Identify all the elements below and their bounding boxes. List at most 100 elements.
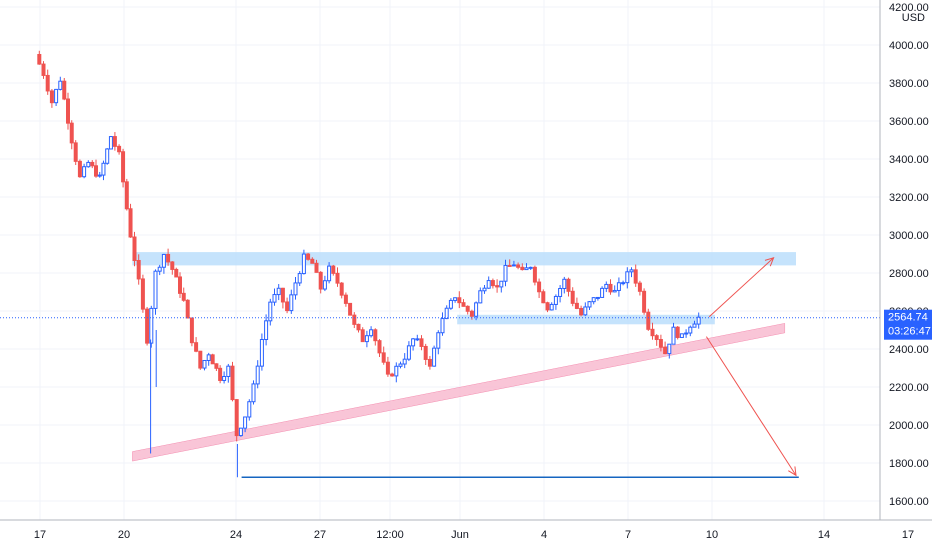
candle — [642, 288, 647, 315]
candle — [465, 305, 470, 315]
time-tick-label: 7 — [625, 529, 631, 541]
candle — [210, 353, 215, 365]
candle — [612, 285, 617, 293]
candle — [153, 269, 158, 315]
candle — [608, 279, 613, 295]
candle — [402, 353, 407, 369]
candle — [650, 322, 655, 340]
candle — [189, 317, 194, 347]
candle — [696, 312, 701, 329]
candle — [128, 203, 133, 238]
countdown-label: 03:26:47 — [888, 326, 931, 338]
candle — [49, 89, 54, 108]
candle — [97, 171, 102, 178]
candle — [667, 343, 672, 359]
price-tick-label: 2200.00 — [889, 382, 929, 394]
candle — [214, 363, 219, 372]
candle — [339, 282, 344, 299]
candle — [166, 248, 171, 266]
candle — [301, 249, 306, 275]
candle — [77, 159, 82, 178]
candle — [663, 341, 668, 355]
candle — [251, 380, 256, 405]
candle — [558, 285, 563, 303]
rising-trendline-band[interactable] — [132, 323, 786, 462]
candle — [553, 294, 558, 310]
candle — [243, 416, 248, 433]
candle — [194, 337, 199, 353]
time-axis-ticks[interactable]: 17 20 24 27 12:00 Jun 4 7 10 14 17 — [34, 529, 914, 541]
last-price-tag: 2564.74 03:26:47 — [884, 309, 932, 340]
candle — [406, 341, 411, 362]
bull-arrow[interactable] — [708, 257, 775, 318]
candle — [37, 50, 42, 65]
candle — [679, 333, 684, 338]
candle — [318, 271, 323, 294]
candle — [121, 148, 126, 188]
annotation-arrows — [705, 257, 797, 477]
candle — [511, 260, 516, 267]
candle — [574, 297, 579, 310]
candle — [94, 159, 98, 178]
candle — [293, 277, 298, 300]
candle — [108, 135, 113, 150]
candle — [415, 334, 420, 342]
candle — [62, 77, 67, 101]
annotation-zones — [132, 252, 799, 478]
candle — [45, 69, 50, 95]
candle — [541, 289, 546, 304]
candle — [478, 287, 483, 304]
candle — [255, 360, 260, 389]
candle — [185, 299, 190, 319]
price-tick-label: 1600.00 — [889, 496, 929, 508]
candle — [423, 343, 428, 365]
candle — [486, 276, 491, 289]
time-tick-label: 10 — [706, 529, 718, 541]
candle — [390, 372, 395, 377]
candle — [654, 334, 659, 346]
candle — [222, 371, 227, 384]
price-axis-background[interactable] — [880, 0, 932, 520]
candle — [174, 267, 179, 278]
candle — [658, 334, 663, 352]
candle — [66, 92, 70, 130]
candle — [549, 302, 554, 311]
candle — [117, 144, 122, 155]
candle — [482, 284, 487, 294]
price-tick-label: 2000.00 — [889, 420, 929, 432]
price-tick-label: 2800.00 — [889, 268, 929, 280]
candle — [566, 277, 571, 297]
candle — [520, 263, 525, 271]
candle — [369, 326, 374, 338]
candle — [272, 288, 277, 306]
candle — [306, 252, 311, 261]
support-zone-zone[interactable] — [457, 314, 715, 325]
price-tick-label: 3800.00 — [889, 78, 929, 90]
candle — [230, 361, 235, 402]
candle — [181, 287, 186, 302]
candle — [616, 277, 621, 297]
price-tick-label: 3400.00 — [889, 154, 929, 166]
candle — [234, 399, 239, 442]
candle — [507, 259, 512, 267]
candle — [69, 120, 74, 150]
candle — [327, 262, 332, 284]
price-tick-label: 2400.00 — [889, 344, 929, 356]
candles — [37, 50, 701, 478]
candle — [322, 275, 327, 292]
candle — [595, 296, 600, 301]
candle — [264, 314, 269, 346]
candle — [310, 257, 315, 264]
candle — [562, 276, 567, 294]
resistance-zone[interactable] — [132, 252, 796, 266]
time-tick-label: 17 — [902, 529, 914, 541]
time-tick-label: Jun — [451, 529, 469, 541]
candle — [427, 355, 432, 370]
candle — [440, 312, 445, 336]
candle — [499, 280, 504, 293]
candle — [621, 280, 626, 286]
candle — [453, 297, 458, 303]
candle — [625, 267, 630, 289]
bear-arrow[interactable] — [705, 336, 797, 477]
